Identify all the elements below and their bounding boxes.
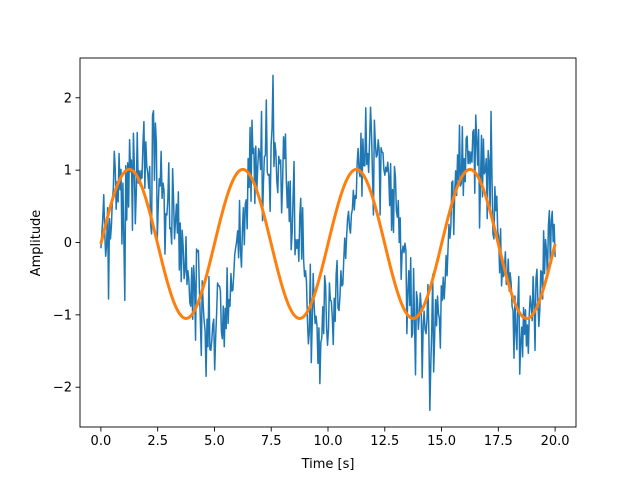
x-tick-label-2: 5.0 (204, 434, 225, 449)
series-line-0 (100, 74, 556, 412)
x-tick-label-6: 15.0 (427, 434, 456, 449)
x-tick-label-1: 2.5 (147, 434, 168, 449)
x-tick-label-4: 10.0 (314, 434, 343, 449)
x-tick-label-7: 17.5 (484, 434, 513, 449)
x-tick-label-3: 7.5 (261, 434, 282, 449)
axes: 0.0 2.5 5.0 7.5 10.0 12.5 15.0 17.5 20.0 −2 −1 0 1 2 (53, 57, 577, 449)
y-axis-label: Amplitude (29, 210, 44, 277)
y-tick-label-4: 2 (64, 91, 72, 106)
y-tick-label-1: −1 (53, 308, 72, 323)
x-tick-label-0: 0.0 (91, 434, 112, 449)
series-line-1 (99, 167, 557, 320)
x-axis-label: Time [s] (301, 457, 355, 472)
y-tick-label-2: 0 (64, 236, 72, 251)
y-tick-label-0: −2 (53, 381, 72, 396)
y-tick-label-3: 1 (64, 164, 72, 179)
x-tick-label-5: 12.5 (370, 434, 399, 449)
x-tick-label-8: 20.0 (541, 434, 570, 449)
plot-area (99, 74, 557, 412)
